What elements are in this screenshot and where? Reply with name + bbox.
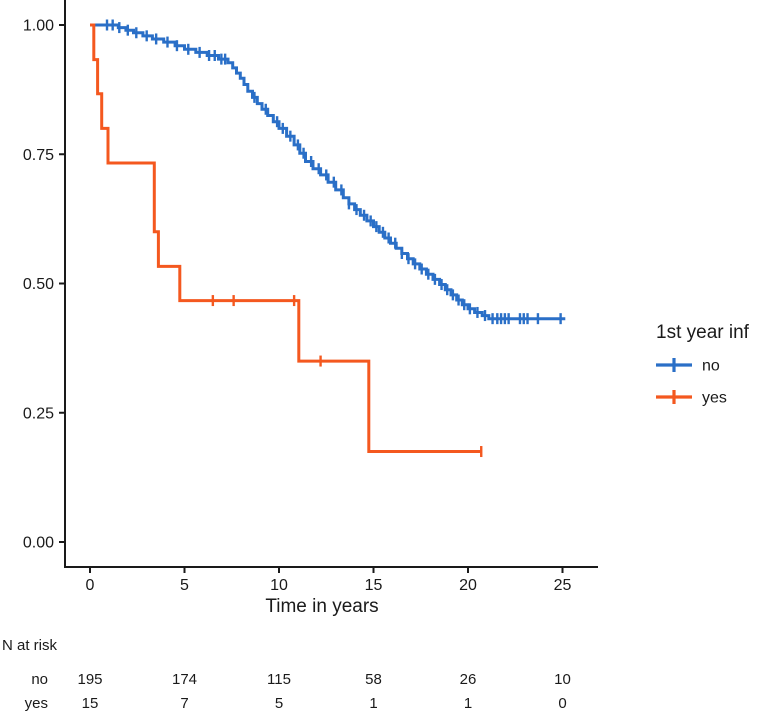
- legend: 1st year inf no yes: [656, 322, 750, 407]
- x-tick-label: 15: [365, 577, 383, 594]
- risk-count: 10: [554, 671, 571, 688]
- risk-count: 1: [369, 695, 377, 712]
- legend-title: 1st year inf: [656, 322, 750, 343]
- legend-label-no: no: [702, 358, 720, 375]
- y-axis-ticks: 1.00 0.75 0.50 0.25 0.00: [23, 18, 65, 552]
- y-tick-label: 0.75: [23, 147, 54, 164]
- y-tick-label: 1.00: [23, 18, 54, 35]
- x-tick-label: 25: [554, 577, 572, 594]
- legend-label-yes: yes: [702, 390, 727, 407]
- y-tick-label: 0.50: [23, 276, 54, 293]
- risk-count: 5: [275, 695, 283, 712]
- x-tick-label: 0: [86, 577, 95, 594]
- survival-curve-yes: [90, 23, 482, 453]
- risk-row-label-yes: yes: [25, 695, 48, 712]
- risk-row-label-no: no: [31, 671, 48, 688]
- risk-count: 7: [180, 695, 188, 712]
- risk-count: 174: [172, 671, 197, 688]
- x-tick-label: 5: [180, 577, 189, 594]
- risk-count: 26: [460, 671, 477, 688]
- y-tick-label: 0.00: [23, 535, 54, 552]
- risk-count: 115: [267, 671, 291, 688]
- x-axis-title: Time in years: [265, 596, 378, 617]
- risk-count: 15: [82, 695, 99, 712]
- survival-curves: [90, 19, 566, 458]
- risk-count: 58: [365, 671, 382, 688]
- survival-curve-no: [90, 23, 566, 321]
- risk-count: 0: [558, 695, 566, 712]
- x-tick-label: 10: [270, 577, 288, 594]
- risk-table-header: N at risk: [2, 637, 58, 654]
- x-axis-ticks: 0 5 10 15 20 25: [86, 567, 572, 594]
- risk-count: 1: [464, 695, 472, 712]
- y-tick-label: 0.25: [23, 405, 54, 422]
- x-tick-label: 20: [459, 577, 477, 594]
- legend-items: no yes: [656, 358, 727, 407]
- risk-count: 195: [77, 671, 102, 688]
